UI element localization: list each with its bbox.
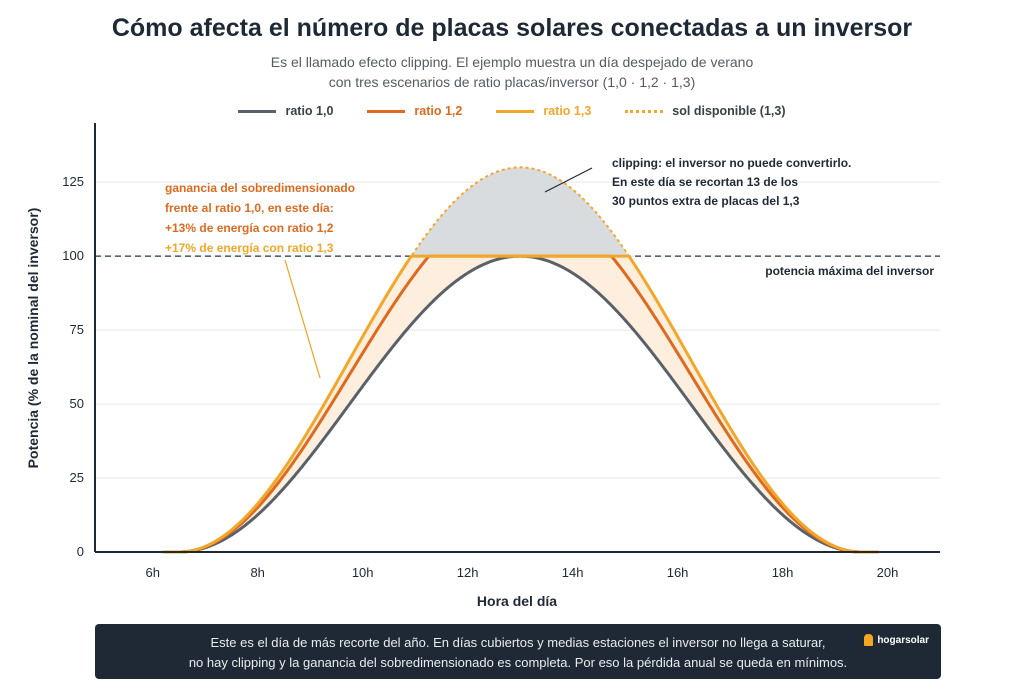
legend-label-ratio-1-3: ratio 1,3	[543, 104, 592, 118]
x-tick-label: 10h	[352, 565, 374, 580]
legend-swatch-ratio-1-2	[367, 109, 406, 113]
footer-line-1: Este es el día de más recorte del año. E…	[210, 635, 826, 650]
gain-annotation-line-2: frente al ratio 1,0, en este día:	[165, 201, 334, 215]
legend-label-ratio-1-0: ratio 1,0	[285, 104, 334, 118]
house-icon	[864, 634, 874, 646]
legend: ratio 1,0 ratio 1,2 ratio 1,3 sol dispon…	[0, 104, 1024, 118]
gain-annotation-leader	[284, 259, 321, 379]
legend-label-sol-disponible: sol disponible (1,3)	[672, 104, 786, 118]
x-tick-label: 18h	[772, 565, 794, 580]
legend-item-ratio-1-3: ratio 1,3	[496, 104, 591, 118]
subtitle-line-1: Es el llamado efecto clipping. El ejempl…	[270, 54, 754, 70]
y-tick-label: 75	[70, 322, 84, 337]
y-tick-label: 0	[77, 544, 84, 559]
x-tick-label: 16h	[667, 565, 689, 580]
footer-text: Este es el día de más recorte del año. E…	[95, 633, 941, 673]
chart-subtitle: Es el llamado efecto clipping. El ejempl…	[0, 52, 1024, 92]
legend-swatch-sol-disponible	[625, 109, 664, 113]
clipping-annotation-line-1: clipping: el inversor no puede convertir…	[612, 156, 851, 170]
y-tick-label: 100	[62, 248, 84, 263]
legend-swatch-ratio-1-0	[238, 109, 277, 113]
x-tick-label: 12h	[457, 565, 479, 580]
x-tick-label: 14h	[562, 565, 584, 580]
y-tick-label: 125	[62, 174, 84, 189]
chart-plot: 6h 8h 10h 12h 14h 16h 18h 20h 0 25 50 75 100 125 Hor…	[25, 123, 940, 609]
clipping-annotation-line-3: 30 puntos extra de placas del 1,3	[612, 194, 800, 208]
x-tick-label: 20h	[877, 565, 899, 580]
footer-note: Este es el día de más recorte del año. E…	[95, 624, 941, 679]
x-axis-label: Hora del día	[477, 593, 557, 609]
x-tick-label: 6h	[145, 565, 159, 580]
y-tick-label: 25	[70, 470, 84, 485]
y-tick-labels: 0 25 50 75 100 125	[62, 174, 84, 559]
footer-line-2: no hay clipping y la ganancia del sobred…	[188, 655, 848, 670]
inverter-max-label: potencia máxima del inversor	[765, 264, 934, 278]
legend-label-ratio-1-2: ratio 1,2	[414, 104, 463, 118]
chart-title: Cómo afecta el número de placas solares …	[111, 14, 913, 42]
clipping-area	[412, 167, 629, 256]
y-tick-label: 50	[70, 396, 84, 411]
gain-annotation-line-1: ganancia del sobredimensionado	[165, 181, 355, 195]
clipping-annotation-line-2: En este día se recortan 13 de los	[612, 175, 798, 189]
series-line-ratio-1-3	[163, 254, 879, 554]
gain-annotation-line-3: +13% de energía con ratio 1,2	[165, 221, 334, 235]
gain-annotation-line-4: +17% de energía con ratio 1,3	[165, 241, 334, 255]
legend-item-ratio-1-0: ratio 1,0	[238, 104, 333, 118]
legend-item-ratio-1-2: ratio 1,2	[367, 104, 462, 118]
brand-name: hogarsolar	[877, 634, 929, 646]
brand-logo: hogarsolar	[864, 634, 929, 646]
subtitle-line-2: con tres escenarios de ratio placas/inve…	[328, 74, 696, 90]
y-axis-label: Potencia (% de la nominal del inversor)	[25, 208, 41, 469]
legend-item-sol-disponible: sol disponible (1,3)	[625, 104, 786, 118]
series-line-sol-disponible	[411, 166, 630, 256]
x-tick-labels: 6h 8h 10h 12h 14h 16h 18h 20h	[145, 565, 898, 580]
clipping-annotation-leader	[544, 167, 593, 193]
x-tick-label: 8h	[250, 565, 264, 580]
legend-swatch-ratio-1-3	[496, 109, 535, 113]
